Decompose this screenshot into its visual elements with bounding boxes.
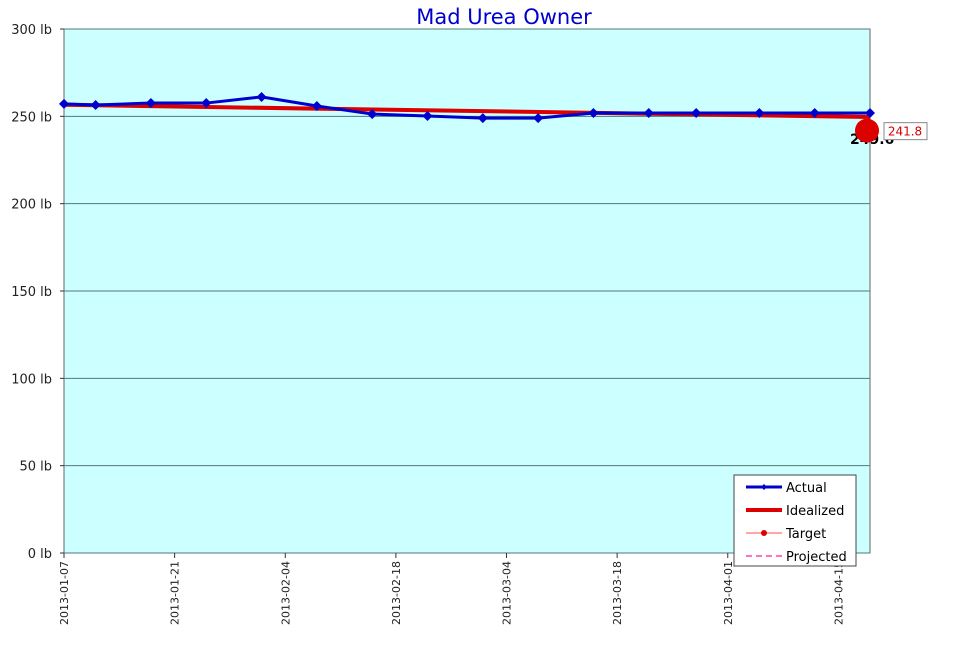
x-tick-label: 2013-02-04 [279, 561, 292, 625]
actual-point [59, 98, 69, 109]
x-tick-label: 2013-01-21 [169, 561, 182, 625]
legend-box [733, 474, 857, 567]
x-tick-label: 2013-03-04 [501, 561, 514, 625]
legend-swatch [761, 530, 767, 536]
x-tick-label: 2013-02-18 [390, 561, 403, 625]
actual-point [533, 113, 544, 124]
target-point [855, 118, 879, 143]
legend-label: Idealized [786, 504, 844, 519]
actual-point [865, 108, 875, 119]
target-label: 241.8 [888, 125, 922, 139]
legend-label: Target [785, 527, 826, 542]
y-tick-label: 0 lb [28, 547, 52, 562]
y-tick-label: 50 lb [19, 460, 52, 475]
y-tick-label: 250 lb [11, 110, 52, 125]
actual-point [256, 91, 267, 102]
target-label-box [883, 122, 928, 141]
actual-point [367, 109, 378, 120]
x-tick-label: 2013-03-18 [611, 561, 624, 625]
x-tick-label: 2013-01-07 [58, 561, 71, 625]
y-tick-label: 100 lb [11, 372, 52, 387]
actual-line [63, 95, 870, 120]
actual-point [477, 113, 488, 124]
legend-swatch [761, 484, 767, 490]
actual-point [311, 101, 322, 112]
actual-point [201, 98, 212, 109]
actual-point [809, 108, 820, 119]
actual-point [754, 108, 765, 119]
y-tick-label: 150 lb [11, 285, 52, 300]
actual-point [422, 110, 433, 121]
actual-point [588, 108, 599, 119]
x-tick-label: 2013-04-01 [722, 561, 735, 625]
idealized-line [63, 102, 871, 120]
y-tick-label: 300 lb [11, 23, 52, 38]
actual-point [145, 98, 156, 109]
actual-point [643, 108, 654, 119]
x-tick-label: 2013-04-15 [832, 561, 845, 625]
y-tick-label: 200 lb [11, 198, 52, 213]
legend-label: Projected [786, 550, 847, 565]
actual-point [90, 99, 101, 110]
legend-label: Actual [786, 481, 827, 496]
chart-title: Mad Urea Owner [416, 5, 592, 29]
actual-point [691, 108, 702, 119]
